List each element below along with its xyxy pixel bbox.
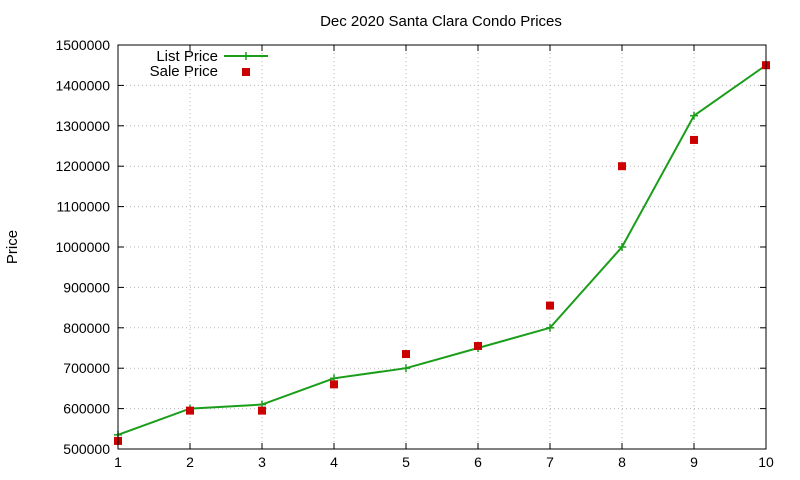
sale-price-point [186,406,194,415]
y-tick-label: 1200000 [55,158,110,174]
x-tick-label: 3 [258,454,266,470]
y-tick-label: 700000 [63,360,110,376]
y-tick-label: 1100000 [57,199,111,215]
legend-swatches [224,52,268,76]
x-tick-label: 1 [114,454,122,470]
x-tick-label: 6 [474,454,482,470]
legend-swatch-sale-price [242,68,250,76]
chart-title: Dec 2020 Santa Clara Condo Prices [320,13,562,30]
sale-price-point [474,341,482,350]
x-tick-label: 2 [186,454,194,470]
list-price-point [402,364,410,373]
list-price-point [618,243,626,251]
y-axis-label: Price [4,230,21,264]
legend-marker-list-price [242,52,250,60]
y-tick-label: 1300000 [55,118,110,134]
legend-label-list-price: List Price [156,48,218,65]
legend-label-sale-price: Sale Price [150,63,218,80]
y-tick-label: 1500000 [55,37,110,53]
list-price-line [117,64,767,436]
series-layer [114,61,770,445]
y-tick-label: 1000000 [55,239,110,255]
x-tick-label: 10 [758,454,774,470]
sale-price-point [402,350,410,359]
x-tick-label: 4 [330,454,338,470]
y-tick-label: 900000 [63,279,110,295]
y-tick-label: 1400000 [55,77,110,93]
x-tick-label: 5 [402,454,410,470]
sale-price-point [258,406,266,415]
list-price-point [546,323,554,332]
y-tick-label: 800000 [63,320,110,336]
sale-price-point [690,135,698,144]
plot-frame [117,44,767,450]
grid-lines [117,44,767,450]
y-tick-label: 500000 [63,441,110,457]
sale-price-point [546,301,554,310]
legend: List Price Sale Price [150,48,268,80]
axis-tick-labels: 5000006000007000008000009000001000000110… [55,37,774,470]
sale-price-point [618,162,626,171]
sale-price-point [330,380,338,389]
x-tick-label: 8 [618,454,626,470]
x-tick-label: 7 [546,454,554,470]
x-tick-label: 9 [690,454,698,470]
y-tick-label: 600000 [63,401,110,417]
list-price-point [690,111,698,120]
